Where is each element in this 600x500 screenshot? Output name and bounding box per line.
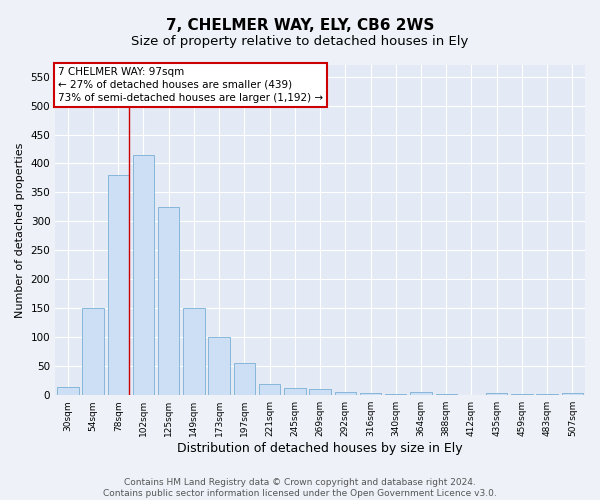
Bar (57, 386, 79, 395)
Bar (133, 155, 154, 395)
Bar (310, 390, 331, 395)
Y-axis label: Number of detached properties: Number of detached properties (15, 142, 25, 318)
Bar (233, 364, 255, 395)
Bar (107, 175, 129, 395)
Bar (284, 388, 305, 395)
Bar (536, 394, 558, 395)
Bar (562, 394, 583, 395)
Text: 7, CHELMER WAY, ELY, CB6 2WS: 7, CHELMER WAY, ELY, CB6 2WS (166, 18, 434, 32)
Bar (486, 394, 508, 395)
Bar (360, 394, 381, 395)
Bar (208, 338, 230, 395)
Bar (385, 394, 406, 395)
Bar (158, 207, 179, 395)
Text: Size of property relative to detached houses in Ely: Size of property relative to detached ho… (131, 35, 469, 48)
Bar (461, 394, 482, 395)
Bar (259, 384, 280, 395)
Bar (436, 394, 457, 395)
Bar (335, 392, 356, 395)
Text: 7 CHELMER WAY: 97sqm
← 27% of detached houses are smaller (439)
73% of semi-deta: 7 CHELMER WAY: 97sqm ← 27% of detached h… (58, 66, 323, 103)
Bar (410, 392, 432, 395)
Bar (82, 308, 104, 395)
X-axis label: Distribution of detached houses by size in Ely: Distribution of detached houses by size … (177, 442, 463, 455)
Bar (511, 394, 533, 395)
Bar (183, 308, 205, 395)
Text: Contains HM Land Registry data © Crown copyright and database right 2024.
Contai: Contains HM Land Registry data © Crown c… (103, 478, 497, 498)
